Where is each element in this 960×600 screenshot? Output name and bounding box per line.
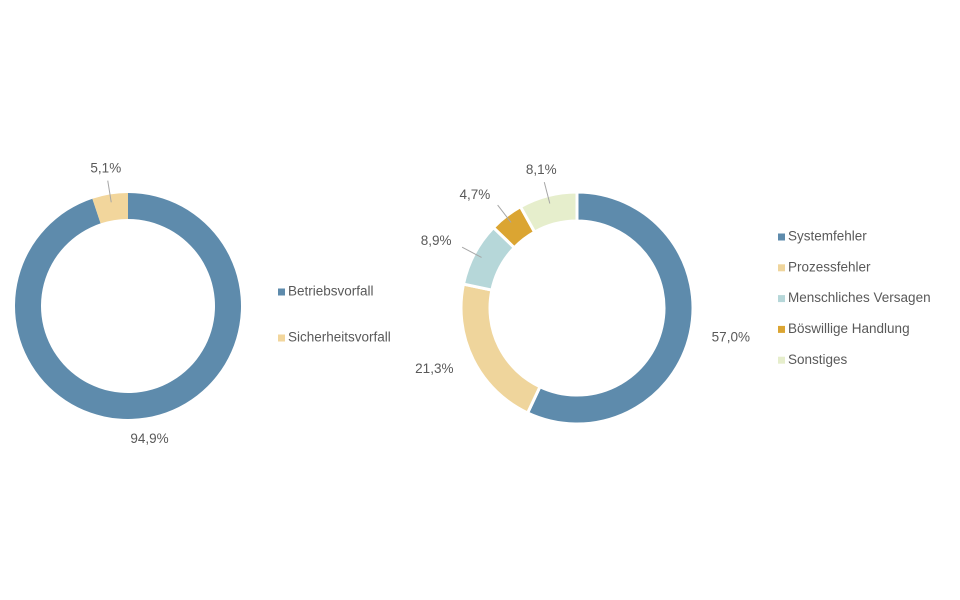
leader-line <box>543 182 551 204</box>
data-label: 21,3% <box>415 361 453 376</box>
data-label: 8,1% <box>526 162 557 177</box>
legend-marker <box>778 295 785 303</box>
leader-line <box>107 180 112 203</box>
data-label: 94,9% <box>130 431 168 446</box>
legend-marker <box>778 325 785 333</box>
legend-label: Betriebsvorfall <box>288 284 374 299</box>
data-label: 8,9% <box>421 233 452 248</box>
legend-label: Sonstiges <box>788 352 848 367</box>
legend-marker <box>778 233 785 241</box>
legend-label: Menschliches Versagen <box>788 290 931 305</box>
legend-label: Böswillige Handlung <box>788 321 910 336</box>
legend-marker <box>278 334 285 342</box>
data-label: 4,7% <box>460 187 491 202</box>
donut-segment <box>15 193 242 419</box>
donut-segment <box>518 190 579 235</box>
donut-segment <box>92 193 128 224</box>
donut-segment <box>525 190 695 426</box>
legend-label: Systemfehler <box>788 229 867 244</box>
legend-label: Sicherheitsvorfall <box>288 330 391 345</box>
data-label: 5,1% <box>90 160 121 175</box>
donut-segment <box>459 282 542 415</box>
leader-line <box>497 204 512 223</box>
legend-marker <box>778 356 785 364</box>
legend-marker <box>778 264 785 272</box>
leader-line <box>461 246 482 258</box>
legend-label: Prozessfehler <box>788 259 871 274</box>
legend-marker <box>278 288 285 296</box>
data-label: 57,0% <box>712 330 750 345</box>
